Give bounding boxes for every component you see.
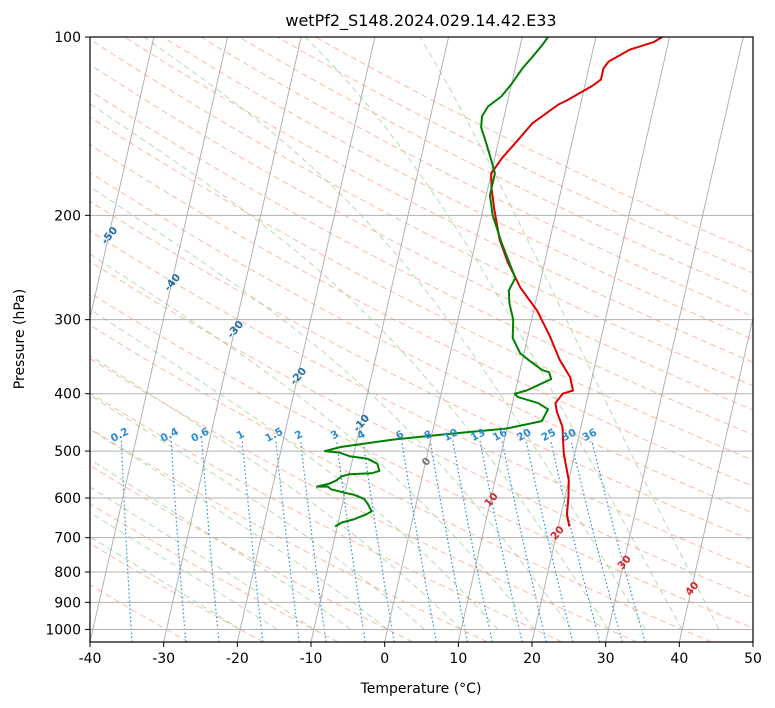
mixing-ratio-lines xyxy=(120,440,646,642)
y-axis-title: Pressure (hPa) xyxy=(12,289,28,389)
isotherm-line xyxy=(236,37,376,642)
x-tick-label: -40 xyxy=(79,651,102,667)
moist-adiabat-line xyxy=(90,355,462,630)
y-tick-label: 1000 xyxy=(45,622,81,638)
moist-adiabat-line xyxy=(90,458,351,630)
mixing-ratio-line xyxy=(300,440,327,642)
dry-adiabat-line xyxy=(90,143,753,487)
dry-adiabat-line xyxy=(90,200,753,542)
isotherm-line xyxy=(90,37,155,321)
dry-adiabat-line xyxy=(90,260,753,599)
y-axis: 100 200 300 400 500 600 700 800 900 1000 xyxy=(45,30,90,638)
mixing-ratio-line xyxy=(550,440,601,642)
x-tick-label: 30 xyxy=(597,651,615,667)
moist-adiabat-line xyxy=(90,103,609,630)
mixing-ratio-line xyxy=(429,440,469,642)
mixing-ratio-line xyxy=(401,440,437,642)
mixing-ratio-line xyxy=(591,440,646,642)
x-tick-label: 10 xyxy=(449,651,467,667)
dry-adiabat-line xyxy=(90,38,753,387)
y-tick-label: 200 xyxy=(54,208,81,224)
isotherms xyxy=(90,37,753,642)
isotherm-line xyxy=(457,37,597,642)
mixing-ratio-line xyxy=(201,440,220,642)
y-tick-label: 300 xyxy=(54,313,81,329)
pressure-gridlines xyxy=(90,37,753,630)
isotherm-line xyxy=(384,37,523,642)
isotherm-line xyxy=(678,315,753,642)
dry-adiabat-line xyxy=(162,37,753,340)
dry-adiabat-line xyxy=(90,464,414,642)
isotherm-line xyxy=(605,37,744,642)
y-tick-label: 500 xyxy=(54,444,81,460)
mixing-ratio-line xyxy=(525,440,574,642)
mixing-ratio-line xyxy=(241,440,264,642)
mixing-ratio-line xyxy=(275,440,300,642)
moist-adiabats xyxy=(90,37,720,630)
moist-adiabat-line xyxy=(304,37,683,630)
x-tick-label: 0 xyxy=(380,651,389,667)
profile-series xyxy=(315,37,663,528)
moist-adiabat-line xyxy=(419,37,720,630)
dry-adiabat-line xyxy=(90,171,753,514)
moist-adiabat-line xyxy=(90,486,315,630)
moist-adiabat-line xyxy=(90,308,499,630)
y-tick-label: 600 xyxy=(54,491,81,507)
dry-adiabat-line xyxy=(90,584,190,642)
dry-adiabat-line xyxy=(90,64,753,411)
x-tick-label: -20 xyxy=(226,651,249,667)
moist-adiabat-line xyxy=(90,394,425,630)
moist-adiabat-line xyxy=(90,428,388,630)
x-axis-title: Temperature (°C) xyxy=(360,681,482,697)
mixing-ratio-line xyxy=(570,440,623,642)
y-tick-label: 100 xyxy=(54,30,81,46)
isotherm-line xyxy=(163,37,302,642)
dry-adiabat-line xyxy=(200,37,753,318)
dry-adiabat-line xyxy=(90,503,339,642)
mixing-ratio-line xyxy=(170,440,187,642)
dry-adiabat-line xyxy=(90,357,638,642)
y-tick-label: 700 xyxy=(54,531,81,547)
mixing-ratio-line xyxy=(452,440,493,642)
dry-adiabat-line xyxy=(90,324,712,642)
y-tick-label: 800 xyxy=(54,565,81,581)
chart-title: wetPf2_S148.2024.029.14.42.E33 xyxy=(285,11,556,31)
mixing-ratio-line xyxy=(336,440,366,642)
mixing-ratio-line xyxy=(479,440,523,642)
y-tick-label: 900 xyxy=(54,595,81,611)
x-tick-label: 20 xyxy=(523,651,541,667)
x-tick-label: -10 xyxy=(300,651,323,667)
mixing-ratio-line xyxy=(120,440,133,642)
dewpoint-line xyxy=(315,37,553,528)
x-tick-label: 40 xyxy=(670,651,688,667)
isotherm-line xyxy=(531,37,671,642)
dry-adiabats xyxy=(90,37,753,642)
y-tick-label: 400 xyxy=(54,387,81,403)
isotherm-line xyxy=(310,37,450,642)
moist-adiabat-line xyxy=(90,186,573,630)
mixing-ratio-line xyxy=(501,440,547,642)
isotherm-line xyxy=(90,37,229,642)
moist-adiabat-line xyxy=(90,253,536,630)
plot-frame xyxy=(89,36,754,643)
x-axis: -40 -30 -20 -10 0 10 20 30 40 50 xyxy=(79,642,762,667)
x-tick-label: 50 xyxy=(744,651,762,667)
dry-adiabat-line xyxy=(90,230,753,570)
x-tick-label: -30 xyxy=(152,651,175,667)
